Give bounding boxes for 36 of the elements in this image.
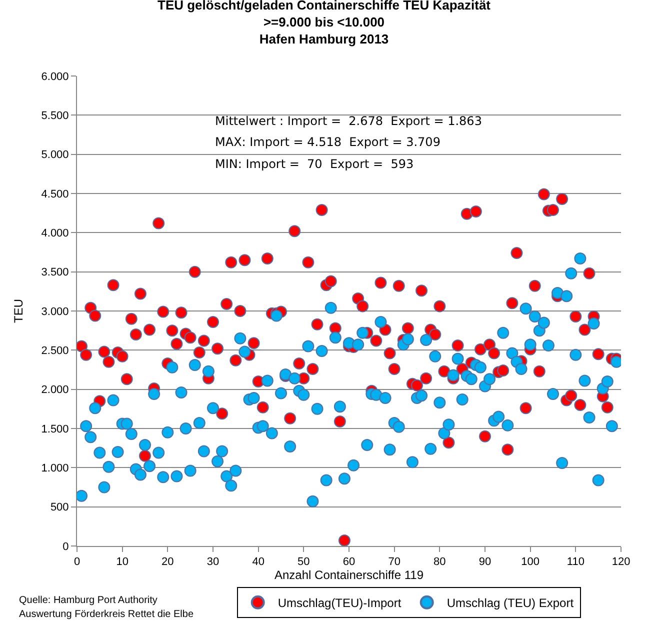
source-note: Quelle: Hamburg Port Authority	[19, 595, 158, 606]
legend-label: Umschlag (TEU) Export	[446, 596, 574, 610]
chart-title: TEU gelöscht/geladen Containerschiffe TEU Kapazität >=9.000 bis <10.000 Hafen Hamburg 2013	[158, 0, 492, 46]
y-axis-title: TEU	[12, 299, 26, 323]
x-tick-label: 10	[116, 556, 128, 568]
annotation: MAX: Import = 4.518 Export = 3.709	[215, 135, 440, 149]
y-tick-label: 0	[62, 540, 69, 553]
y-tick-label: 3.000	[41, 306, 69, 318]
x-tick-label: 40	[252, 556, 264, 568]
x-tick-label: 50	[298, 556, 310, 568]
y-tick-label: 5.000	[41, 149, 69, 162]
x-tick-label: 100	[521, 556, 540, 568]
y-tick-label: 5.500	[41, 110, 69, 122]
y-tick-label: 6.000	[41, 70, 69, 83]
x-tick-label: 60	[342, 556, 356, 568]
y-tick-label: 3.500	[41, 266, 69, 279]
x-tick-label: 80	[434, 556, 446, 568]
y-tick-label: 500	[50, 502, 69, 514]
annotation: Mittelwert : Import = 2.678 Export = 1.863	[215, 114, 482, 128]
y-tick-label: 2.000	[41, 384, 69, 396]
x-tick-label: 70	[388, 556, 400, 568]
x-axis-title: Anzahl Containerschiffe 119	[274, 568, 424, 582]
y-tick-label: 4.000	[41, 228, 69, 240]
text: Auswertung Förderkreis Rettet die Elbe	[19, 609, 194, 620]
y-tick-label: 4.500	[41, 188, 69, 200]
y-tick-label: 1.500	[41, 423, 69, 436]
x-tick-label: 20	[162, 556, 174, 568]
x-tick-label: 120	[612, 556, 630, 568]
legend-label: Umschlag(TEU)-Import	[278, 596, 402, 610]
x-tick-label: 90	[478, 556, 492, 568]
x-tick-label: 0	[74, 556, 80, 568]
y-tick-label: 1.000	[41, 462, 69, 475]
x-tick-label: 30	[206, 556, 220, 568]
x-tick-label: 110	[566, 556, 584, 568]
annotation: MIN: Import = 70 Export = 593	[215, 157, 414, 171]
y-tick-label: 2.500	[41, 345, 69, 358]
